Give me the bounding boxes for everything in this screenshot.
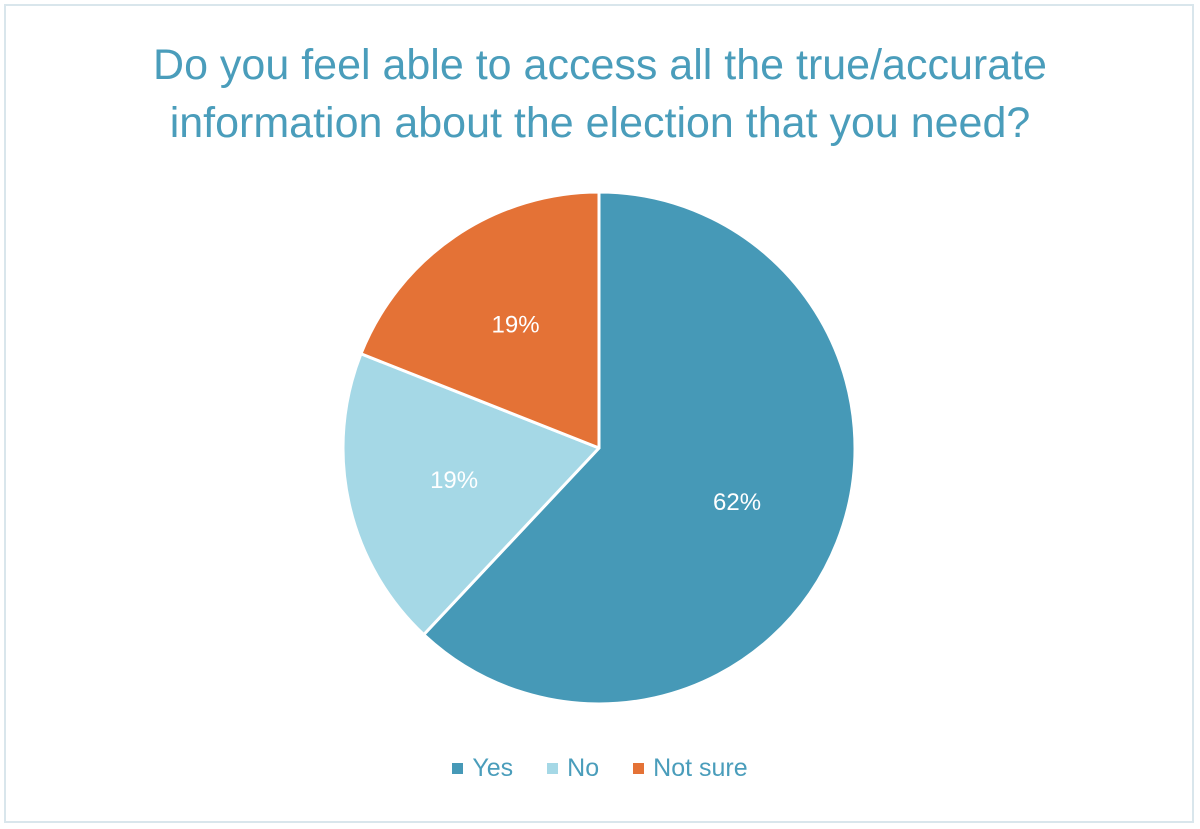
chart-title-line-2: information about the election that you … (169, 99, 1031, 147)
chart-legend: Yes No Not sure (0, 752, 1200, 783)
legend-item-not-sure: Not sure (633, 754, 748, 783)
pie-slice-yes (422, 190, 857, 706)
chart-title: Do you feel able to access all the true/… (0, 36, 1200, 152)
data-label-not-sure: 19% (492, 312, 540, 339)
legend-item-no: No (547, 754, 599, 783)
chart-title-line-1: Do you feel able to access all the true/… (153, 41, 1047, 89)
legend-item-yes: Yes (452, 754, 513, 783)
legend-swatch (452, 763, 464, 774)
legend-label: No (567, 754, 600, 782)
data-label-yes: 62% (713, 489, 761, 516)
pie-slice-not-sure (359, 190, 601, 450)
data-label-no: 19% (430, 467, 478, 494)
legend-swatch (547, 763, 559, 774)
legend-swatch (633, 763, 645, 774)
legend-label: Not sure (653, 754, 748, 782)
legend-label: Yes (472, 754, 514, 782)
